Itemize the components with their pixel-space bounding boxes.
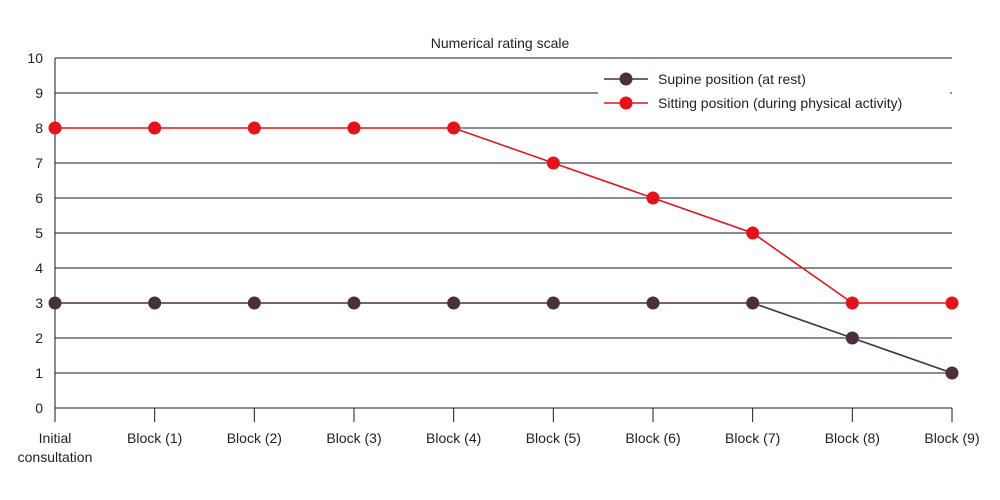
y-tick-label: 4 <box>35 260 43 276</box>
data-point <box>746 226 760 240</box>
data-point <box>48 121 62 135</box>
x-tick-label-line: Block (8) <box>825 430 880 446</box>
data-point <box>48 296 62 310</box>
series-sitting <box>48 121 959 310</box>
y-tick-label: 8 <box>35 120 43 136</box>
x-tick-label-line: consultation <box>18 449 93 465</box>
data-point <box>746 296 760 310</box>
legend-label: Sitting position (during physical activi… <box>658 95 902 111</box>
y-tick-label: 9 <box>35 85 43 101</box>
data-point <box>646 296 660 310</box>
y-tick-label: 0 <box>35 400 43 416</box>
legend-marker <box>619 96 633 110</box>
data-point <box>845 296 859 310</box>
y-tick-label: 2 <box>35 330 43 346</box>
data-point <box>945 296 959 310</box>
y-tick-label: 1 <box>35 365 43 381</box>
x-tick-label-line: Block (2) <box>227 430 282 446</box>
legend: Supine position (at rest) Sitting positio… <box>598 65 950 120</box>
legend-background <box>598 65 950 120</box>
x-tick-label-line: Block (1) <box>127 430 182 446</box>
x-tick-label: Block (6) <box>625 430 680 446</box>
y-tick-label: 5 <box>35 225 43 241</box>
series-line <box>55 302 953 374</box>
x-tick-label: Block (5) <box>526 430 581 446</box>
x-tick-label-line: Block (3) <box>326 430 381 446</box>
data-point <box>148 121 162 135</box>
y-tick-label: 6 <box>35 190 43 206</box>
x-tick-label: Block (9) <box>924 430 979 446</box>
x-tick-label-line: Block (5) <box>526 430 581 446</box>
data-point <box>845 331 859 345</box>
legend-label: Supine position (at rest) <box>658 71 806 87</box>
x-tick-label: Block (8) <box>825 430 880 446</box>
x-tick-label: Block (7) <box>725 430 780 446</box>
data-point <box>546 156 560 170</box>
y-tick-label: 7 <box>35 155 43 171</box>
data-point <box>447 121 461 135</box>
data-point <box>148 296 162 310</box>
x-tick-label: Block (4) <box>426 430 481 446</box>
legend-marker <box>619 72 633 86</box>
x-tick-label: Initial consultation <box>18 430 93 465</box>
data-point <box>347 121 361 135</box>
data-point <box>447 296 461 310</box>
x-tick-label-line: Block (4) <box>426 430 481 446</box>
x-tick-label: Block (3) <box>326 430 381 446</box>
x-tick-label-line: Block (6) <box>625 430 680 446</box>
x-tick-label: Block (1) <box>127 430 182 446</box>
series-line <box>55 127 952 304</box>
y-tick-label: 3 <box>35 295 43 311</box>
series-lines <box>48 121 959 380</box>
data-point <box>646 191 660 205</box>
series-supine <box>48 296 959 380</box>
data-point <box>347 296 361 310</box>
chart-title: Numerical rating scale <box>431 35 570 51</box>
data-point <box>247 121 261 135</box>
y-tick-label: 10 <box>27 50 43 66</box>
data-point <box>945 366 959 380</box>
x-tick-label: Block (2) <box>227 430 282 446</box>
data-point <box>546 296 560 310</box>
x-tick-label-line: Block (9) <box>924 430 979 446</box>
data-point <box>247 296 261 310</box>
axes: 0 1 2 3 4 5 6 7 8 9 10 Initial consultation Block (1)… <box>18 50 980 465</box>
x-tick-label-line: Block (7) <box>725 430 780 446</box>
x-tick-label-line: Initial <box>39 430 72 446</box>
